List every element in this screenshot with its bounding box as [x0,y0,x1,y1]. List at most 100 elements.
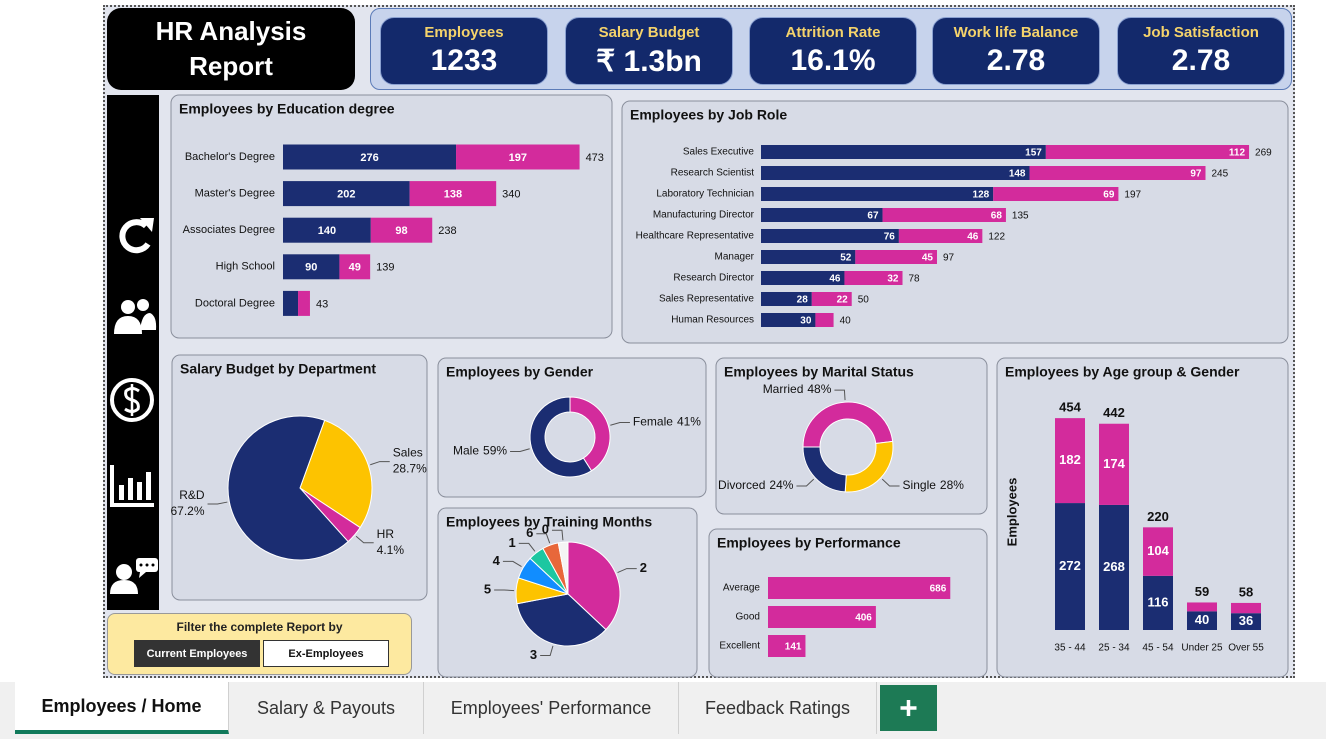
bar-segment [761,292,812,306]
tab[interactable]: Employees' Performance [424,682,679,734]
category-label: Human Resources [671,315,754,326]
kpi-card: Attrition Rate 16.1% [749,17,917,85]
bar-segment [283,254,340,280]
leader-line [355,535,374,544]
bar-segment [298,290,310,316]
slice-label: 0 [542,522,549,537]
total-label: 454 [1059,400,1081,415]
filter-option[interactable]: Ex-Employees [263,640,389,667]
slice-label-group: Female 41% [633,415,701,429]
total-label: 245 [1212,169,1229,180]
tab[interactable]: Employees / Home [15,682,229,734]
slice-value: 4.1% [377,543,405,557]
bar-segment [370,217,433,243]
chart-title: Employees by Performance [717,535,901,551]
bar-segment [768,606,876,628]
bar-segment [761,145,1046,159]
bar-segment [761,250,856,264]
sidebar [107,95,159,610]
slice [299,419,373,529]
data-label: 174 [1103,456,1125,471]
total-label: 40 [840,316,852,327]
leader-line [551,529,564,541]
bar-segment [898,229,983,243]
leader-line [796,478,815,487]
slice [567,541,621,631]
y-axis-label: Employees [1004,478,1019,547]
total-label: 50 [858,295,870,306]
bar-segment [761,208,883,222]
data-label: 202 [337,189,355,201]
chart-title: Employees by Marital Status [724,364,914,380]
bar-segment [283,290,299,316]
slice-value: 48% [807,382,831,396]
total-label: 97 [943,253,955,264]
tab[interactable]: Salary & Payouts [229,682,424,734]
leader-line [518,542,536,552]
data-label: 182 [1059,452,1081,467]
filter-option[interactable]: Current Employees [134,640,260,667]
slice-label: Sales [393,446,423,460]
bar-segment [1143,575,1173,630]
slice-label: Divorced [718,478,765,492]
kpi-value: 2.78 [986,44,1046,77]
kpi-strip: Employees 1233 Salary Budget ₹ 1.3bn Attri… [370,8,1292,90]
data-label: 104 [1147,543,1169,558]
chart-icon[interactable] [110,465,154,507]
slice-label: 1 [509,535,516,550]
category-label: Laboratory Technician [656,189,754,200]
data-label: 69 [1103,190,1115,201]
bar-segment [1099,504,1129,630]
chart-title: Employees by Job Role [630,107,787,123]
category-label: Average [723,583,761,594]
data-label: 36 [1239,613,1253,628]
slice-value: 24% [769,478,793,492]
tab-bar: Employees / Home Salary & Payouts Employ… [0,682,1326,739]
data-label: 40 [1195,612,1209,627]
kpi-label: Attrition Rate [785,24,881,41]
slice-value: 41% [677,415,701,429]
data-label: 276 [360,152,378,164]
leader-line [540,645,554,656]
chart-title: Employees by Education degree [179,101,395,117]
leader-line [494,589,515,592]
total-label: 238 [438,225,456,237]
data-label: 686 [930,584,947,595]
data-label: 157 [1025,148,1042,159]
slice-label: 2 [640,560,647,575]
category-label: Research Scientist [671,168,755,179]
data-label: 116 [1148,594,1169,609]
total-label: 58 [1239,584,1253,599]
slice-value: 28.7% [393,462,427,476]
slice-label-group: Divorced 24% [718,478,794,492]
chart-title: Employees by Age group & Gender [1005,364,1240,380]
slice-value: 59% [483,444,507,458]
bar-segment [882,208,1006,222]
salary-icon[interactable] [110,378,154,422]
data-label: 46 [829,274,841,285]
total-label: 43 [316,298,328,310]
data-label: 112 [1229,148,1246,159]
people-icon[interactable] [114,299,157,334]
slice-label: HR [377,527,395,541]
bar-segment [1187,602,1217,612]
kpi-label: Salary Budget [598,24,700,41]
data-label: 46 [967,232,979,243]
feedback-icon[interactable] [110,558,158,594]
slice-label-group: Male 59% [453,444,507,458]
leader-line [617,568,637,574]
total-label: 340 [502,189,520,201]
category-label: Healthcare Representative [636,231,755,242]
bar-segment [1055,418,1085,504]
total-label: 122 [988,232,1005,243]
refresh-icon[interactable] [119,218,154,254]
add-tab-button[interactable] [880,685,937,731]
leader-line [370,461,390,466]
kpi-label: Job Satisfaction [1143,24,1259,41]
filter-label: Filter the complete Report by [176,620,343,634]
bar-segment [761,229,899,243]
tab[interactable]: Feedback Ratings [679,682,877,734]
slice [516,593,607,647]
kpi-value: 1233 [430,44,498,77]
